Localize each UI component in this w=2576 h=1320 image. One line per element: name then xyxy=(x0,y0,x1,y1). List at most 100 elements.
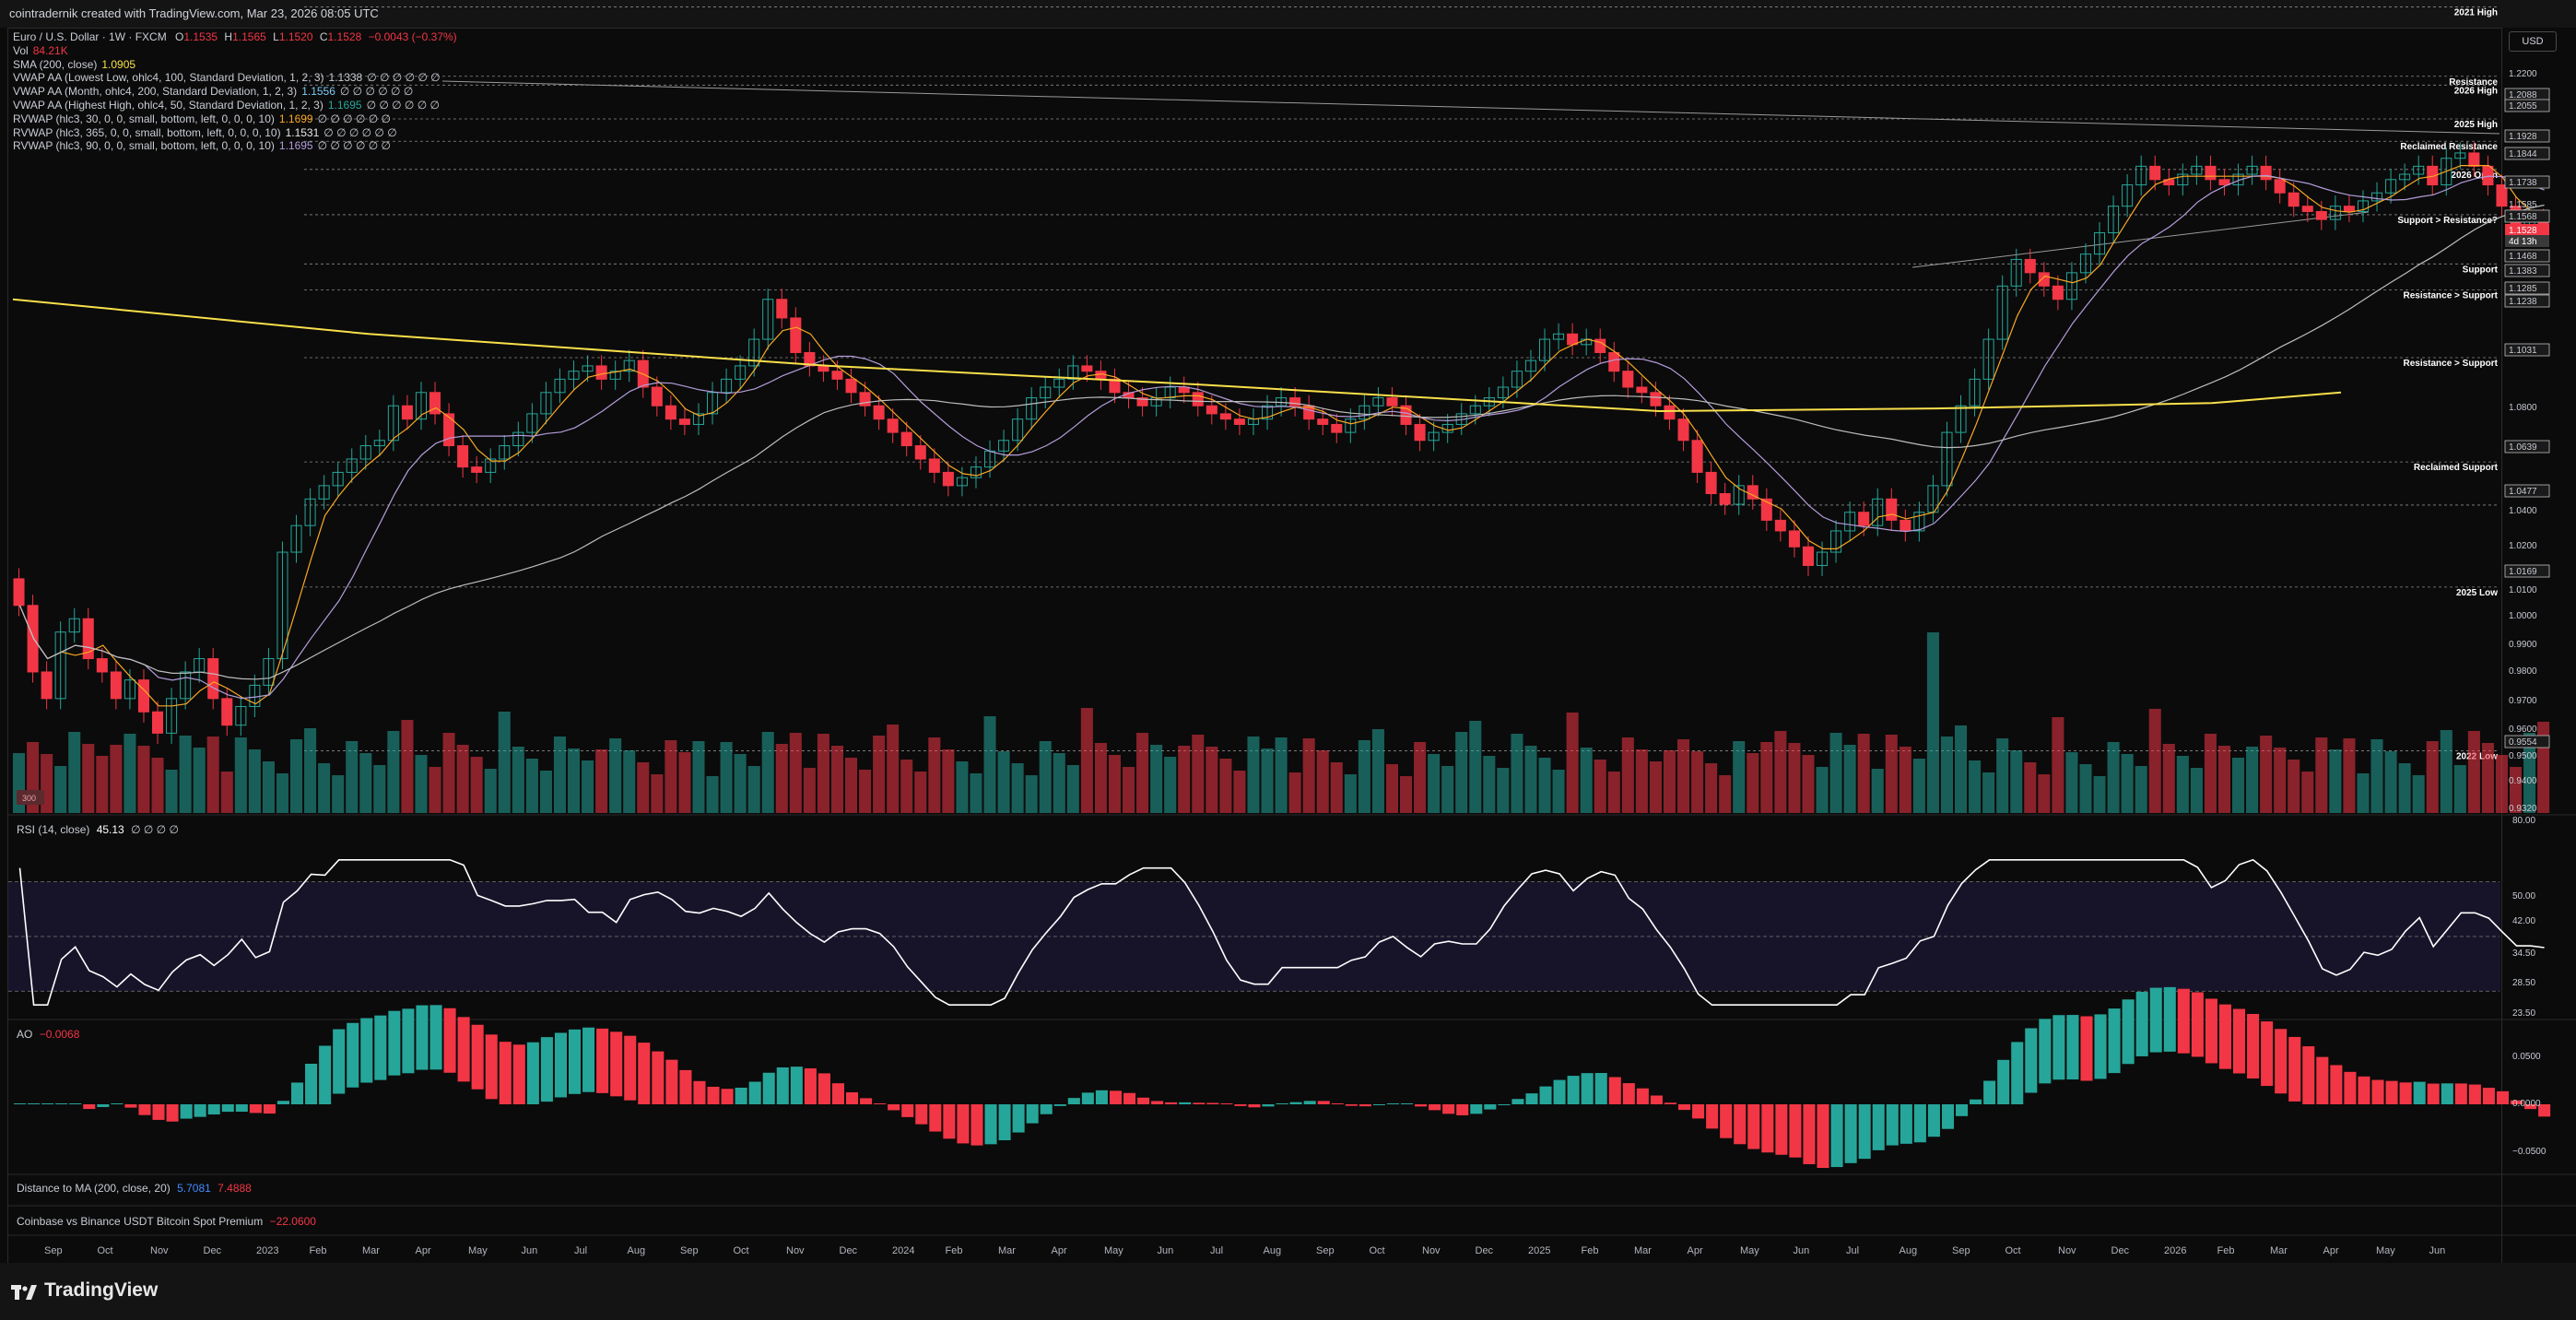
volume-bar xyxy=(1025,775,1038,813)
time-axis-label: Oct xyxy=(97,1245,113,1256)
volume-bar xyxy=(942,749,955,813)
rsi-legend[interactable]: RSI (14, close) 45.13 ∅ ∅ ∅ ∅ xyxy=(17,823,179,836)
indicator-row[interactable]: Vol 84.21K xyxy=(13,44,457,58)
ao-bar xyxy=(1803,1104,1816,1164)
candle-body xyxy=(595,365,607,380)
volume-bar xyxy=(96,756,109,813)
rsi-value: 45.13 xyxy=(96,823,124,836)
volume-bar xyxy=(1483,756,1496,813)
volume-bar xyxy=(1108,755,1121,813)
indicator-row[interactable]: VWAP AA (Month, ohlc4, 200, Standard Dev… xyxy=(13,85,457,99)
candle-body xyxy=(318,485,330,500)
distance-legend[interactable]: Distance to MA (200, close, 20) 5.7081 7… xyxy=(17,1182,252,1195)
sma-200-line xyxy=(12,298,2342,413)
volume-bar xyxy=(873,736,886,813)
volume-bar xyxy=(1843,745,1856,813)
ao-bar xyxy=(1941,1104,1954,1129)
ao-bar xyxy=(291,1082,304,1104)
indicator-label: Vol xyxy=(13,43,29,57)
volume-bar xyxy=(1816,767,1829,813)
volume-bar xyxy=(928,737,941,813)
indicator-row[interactable]: RVWAP (hlc3, 90, 0, 0, small, bottom, le… xyxy=(13,139,457,153)
indicator-row[interactable]: VWAP AA (Highest High, ohlc4, 50, Standa… xyxy=(13,99,457,112)
time-axis-label: Sep xyxy=(1316,1245,1335,1256)
ao-bar xyxy=(2233,1008,2246,1074)
volume-bar xyxy=(1926,632,1939,813)
volume-bar xyxy=(595,749,608,813)
candle-body xyxy=(1359,405,1370,420)
volume-bar xyxy=(1288,772,1301,813)
volume-bar xyxy=(1621,737,1634,813)
ao-bar xyxy=(2385,1080,2398,1104)
indicator-row[interactable]: SMA (200, close) 1.0905 xyxy=(13,58,457,72)
volume-bar xyxy=(124,734,136,813)
price-tick: 1.1528 xyxy=(2509,226,2537,236)
volume-bar xyxy=(137,746,150,813)
ao-bar xyxy=(1123,1092,1136,1104)
time-axis-label: Sep xyxy=(44,1245,63,1256)
ao-bar xyxy=(2371,1079,2384,1104)
tradingview-logo[interactable]: TradingView xyxy=(11,1279,158,1302)
candle-body xyxy=(1414,423,1426,442)
indicator-row[interactable]: VWAP AA (Lowest Low, ohlc4, 100, Standar… xyxy=(13,71,457,85)
indicator-value: 1.1699 xyxy=(278,112,313,125)
volume-bar xyxy=(692,741,705,813)
time-axis-label: Nov xyxy=(1422,1245,1441,1256)
time-axis-label: 2025 xyxy=(1528,1245,1551,1256)
ao-bar xyxy=(1401,1103,1414,1104)
volume-bar xyxy=(2052,717,2064,813)
candle-body xyxy=(554,378,566,394)
indicator-row[interactable]: RVWAP (hlc3, 30, 0, 0, small, bottom, le… xyxy=(13,112,457,126)
volume-bar xyxy=(346,741,359,813)
candle-body xyxy=(776,299,788,319)
candle-body xyxy=(1219,413,1231,420)
volume-bar xyxy=(1066,765,1079,813)
volume-bar xyxy=(110,745,123,813)
volume-bar xyxy=(2107,742,2120,813)
candle-body xyxy=(1040,386,1052,399)
ao-legend[interactable]: AO −0.0068 xyxy=(17,1028,79,1041)
ao-bar xyxy=(1553,1079,1566,1104)
tradingview-logo-icon xyxy=(11,1283,37,1300)
volume-bar xyxy=(1829,733,1842,813)
indicator-value: 1.1556 xyxy=(301,85,335,99)
volume-bar xyxy=(1788,743,1801,813)
ao-bar xyxy=(55,1103,68,1104)
time-axis-label: Apr xyxy=(1687,1245,1703,1256)
ao-bar xyxy=(582,1027,595,1092)
brand-name: TradingView xyxy=(44,1279,159,1301)
price-tick: 1.0477 xyxy=(2509,487,2537,497)
ao-bar xyxy=(69,1103,82,1104)
volume-bar xyxy=(1136,733,1149,813)
time-axis-label: 2024 xyxy=(892,1245,915,1256)
volume-bar xyxy=(1802,755,1815,813)
symbol-name[interactable]: Euro / U.S. Dollar · 1W · FXCM xyxy=(13,30,167,43)
currency-button[interactable]: USD xyxy=(2509,31,2557,52)
candle-body xyxy=(1872,498,1884,526)
ao-bar xyxy=(2468,1084,2481,1104)
volume-bar xyxy=(2329,749,2342,813)
candle-body xyxy=(1553,333,1565,340)
indicator-extra: ∅ ∅ ∅ ∅ ∅ ∅ xyxy=(339,85,414,99)
candle-body xyxy=(1317,418,1329,425)
ao-bar xyxy=(846,1091,859,1104)
volume-bar xyxy=(1955,725,1968,813)
volume-bar xyxy=(484,769,497,813)
price-tick: 0.9800 xyxy=(2509,666,2537,677)
candle-body xyxy=(2441,158,2452,186)
ao-bar xyxy=(1678,1104,1691,1111)
candle-body xyxy=(2454,152,2466,159)
indicator-row[interactable]: RVWAP (hlc3, 365, 0, 0, small, bottom, l… xyxy=(13,126,457,140)
candle-body xyxy=(276,551,288,660)
premium-legend[interactable]: Coinbase vs Binance USDT Bitcoin Spot Pr… xyxy=(17,1215,316,1228)
ao-bar xyxy=(2163,986,2176,1052)
volume-bar xyxy=(1385,764,1398,813)
ao-bar xyxy=(943,1104,956,1139)
symbol-row[interactable]: Euro / U.S. Dollar · 1W · FXCM O1.1535 H… xyxy=(13,30,457,44)
ao-bar xyxy=(2066,1015,2079,1080)
candle-body xyxy=(540,392,552,415)
volume-bar xyxy=(1497,768,1510,813)
ao-bar xyxy=(249,1104,262,1114)
ao-bar xyxy=(512,1044,525,1104)
